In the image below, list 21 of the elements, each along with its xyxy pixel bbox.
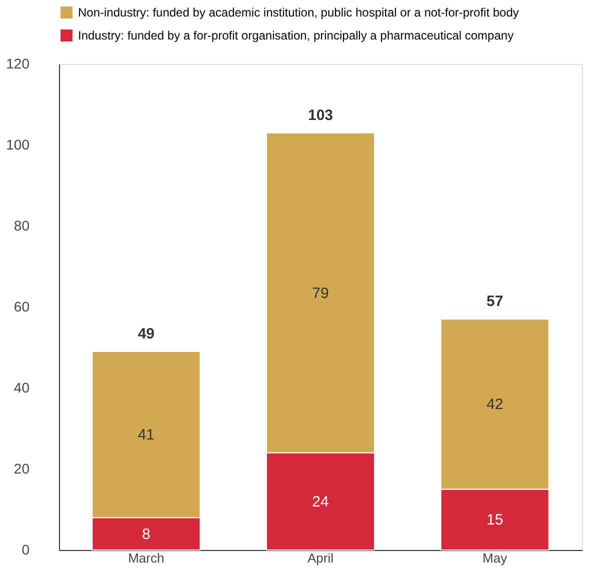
- y-tick-label: 20: [14, 460, 30, 476]
- total-label: 49: [138, 326, 155, 343]
- legend-label: Industry: funded by a for-profit organisation, principally a pharmaceutical company: [78, 28, 514, 42]
- x-tick-label: April: [307, 550, 334, 566]
- y-tick-label: 40: [14, 380, 30, 396]
- data-label: 79: [312, 284, 329, 302]
- data-label: 8: [142, 526, 150, 543]
- data-label: 42: [486, 396, 504, 414]
- x-tick-label: May: [482, 550, 508, 566]
- total-label: 57: [486, 293, 504, 310]
- data-label: 41: [138, 426, 155, 444]
- total-label: 103: [308, 106, 334, 124]
- y-tick-label: 0: [22, 542, 30, 558]
- legend-label: Non-industry: funded by academic institution, public hospital or a not-for-profit body: [78, 6, 519, 20]
- y-tick-label: 60: [14, 298, 30, 314]
- y-tick-label: 120: [6, 56, 30, 72]
- x-tick-label: March: [128, 550, 164, 566]
- y-tick-label: 80: [14, 218, 30, 234]
- data-label: 15: [486, 512, 504, 529]
- data-label: 24: [312, 493, 329, 510]
- y-tick-label: 100: [6, 136, 30, 152]
